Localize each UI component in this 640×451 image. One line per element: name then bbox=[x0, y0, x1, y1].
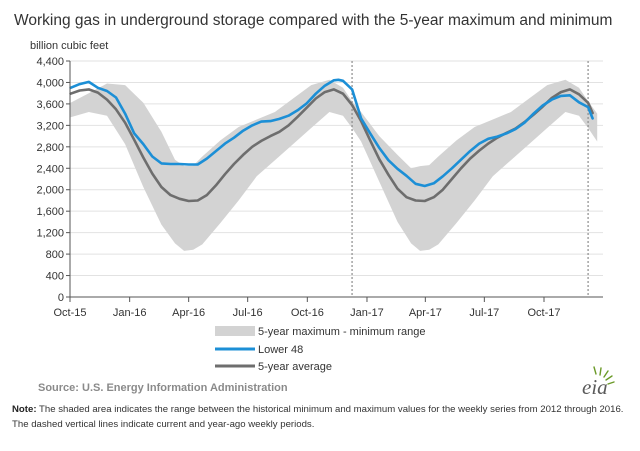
legend-label-average: 5-year average bbox=[258, 361, 332, 373]
y-tick-label: 2,000 bbox=[36, 185, 64, 197]
y-tick-label: 1,600 bbox=[36, 206, 64, 218]
y-tick-label: 1,200 bbox=[36, 228, 64, 240]
x-tick-label: Jan-16 bbox=[113, 307, 147, 319]
x-tick-label: Apr-17 bbox=[409, 307, 442, 319]
chart-title: Working gas in underground storage compa… bbox=[14, 12, 612, 29]
range-band-layer bbox=[70, 79, 598, 251]
note-text: Note: The shaded area indicates the rang… bbox=[12, 402, 630, 432]
note-body: The shaded area indicates the range betw… bbox=[12, 404, 624, 430]
x-axis-ticks: Oct-15 Jan-16 Apr-16 Jul-16 Oct-16 Jan-17 Apr-… bbox=[53, 297, 561, 319]
legend-label-lower48: Lower 48 bbox=[258, 344, 303, 356]
y-tick-label: 2,400 bbox=[36, 163, 64, 175]
y-tick-label: 4,000 bbox=[36, 77, 64, 89]
y-tick-label: 800 bbox=[46, 249, 64, 261]
x-tick-label: Oct-17 bbox=[527, 307, 560, 319]
x-tick-label: Apr-16 bbox=[172, 307, 205, 319]
logo-sun-rays-icon bbox=[593, 366, 615, 385]
series-line-lower48 bbox=[69, 78, 594, 188]
x-tick-label: Jul-16 bbox=[233, 307, 263, 319]
y-axis-ticks: 0 400 800 1,200 1,600 2,000 2,400 2,800 3,200 3,6… bbox=[36, 56, 70, 304]
logo-text: eia bbox=[582, 375, 608, 399]
legend-label-range: 5-year maximum - minimum range bbox=[258, 326, 425, 338]
range-band bbox=[70, 79, 598, 251]
eia-logo: eia bbox=[582, 366, 615, 399]
x-tick-label: Jan-17 bbox=[350, 307, 384, 319]
x-tick-label: Jul-17 bbox=[469, 307, 499, 319]
y-tick-label: 3,200 bbox=[36, 120, 64, 132]
note-label: Note: bbox=[12, 404, 37, 415]
legend: 5-year maximum - minimum range Lower 48 … bbox=[215, 326, 425, 373]
y-tick-label: 0 bbox=[58, 292, 64, 304]
y-tick-label: 4,400 bbox=[36, 56, 64, 68]
x-tick-label: Oct-16 bbox=[291, 307, 324, 319]
dashed-period-lines bbox=[351, 61, 589, 297]
source-text: Source: U.S. Energy Information Administ… bbox=[38, 382, 288, 394]
y-tick-label: 400 bbox=[46, 271, 64, 283]
y-axis-unit-label: billion cubic feet bbox=[30, 40, 108, 52]
series-lines bbox=[69, 78, 594, 203]
y-tick-label: 3,600 bbox=[36, 99, 64, 111]
x-tick-label: Oct-15 bbox=[53, 307, 86, 319]
legend-swatch-range bbox=[215, 326, 255, 336]
y-tick-label: 2,800 bbox=[36, 142, 64, 154]
